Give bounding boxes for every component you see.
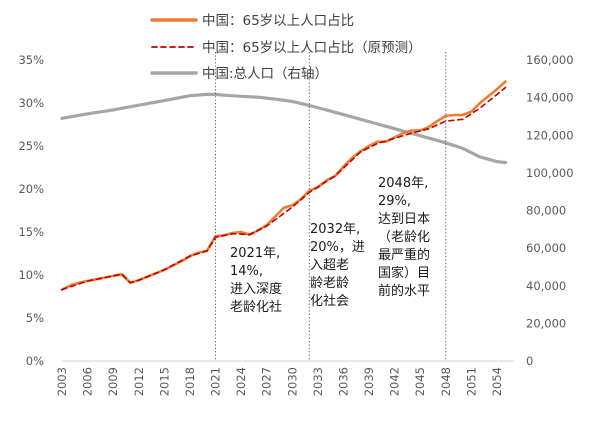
x-tick-label: 2003 bbox=[55, 367, 69, 396]
x-tick-label: 2048 bbox=[439, 367, 453, 396]
y-right-tick-label: 40,000 bbox=[526, 279, 566, 293]
annotation-line: （老龄化 bbox=[378, 230, 430, 245]
y-right-tick-label: 60,000 bbox=[526, 241, 566, 255]
annotation-line: 20%，进 bbox=[310, 240, 365, 255]
legend-label-2: 中国:总人口（右轴） bbox=[202, 66, 328, 82]
annotation-line: 龄老龄 bbox=[310, 276, 349, 291]
y-right-tick-label: 20,000 bbox=[526, 316, 566, 330]
annotation-line: 国家）目 bbox=[378, 265, 430, 281]
y-left-tick-label: 30% bbox=[18, 96, 44, 110]
series-line-2 bbox=[60, 92, 508, 165]
legend-label-1: 中国：65岁以上人口占比（原预测） bbox=[202, 40, 422, 56]
axes: 2003 2006 2009 2012 2015 2018 2021 2024 2027 2030… bbox=[18, 53, 573, 396]
x-tick-label: 2051 bbox=[464, 367, 478, 396]
x-tick-label: 2021 bbox=[209, 367, 223, 396]
x-tick-label: 2039 bbox=[362, 367, 376, 396]
y-left-tick-label: 0% bbox=[26, 354, 44, 368]
y-right-tick-label: 160,000 bbox=[526, 53, 574, 67]
x-tick-label: 2024 bbox=[234, 367, 248, 396]
x-tick-label: 2033 bbox=[311, 367, 325, 396]
y-left-tick-label: 20% bbox=[18, 182, 44, 196]
y-left-tick-label: 35% bbox=[18, 53, 44, 67]
annotation-line: 最严重的 bbox=[378, 247, 430, 263]
x-tick-label: 2009 bbox=[106, 367, 120, 396]
x-tick-label: 2027 bbox=[260, 367, 274, 396]
annotation-line: 2032年, bbox=[310, 222, 360, 237]
y-left-tick-label: 5% bbox=[26, 311, 44, 325]
x-tick-label: 2036 bbox=[336, 367, 350, 396]
annotation-line: 2021年, bbox=[230, 246, 280, 261]
y-right-tick-label: 100,000 bbox=[526, 166, 574, 180]
annotation-line: 前的水平 bbox=[378, 283, 430, 299]
y-right-tick-label: 140,000 bbox=[526, 91, 574, 105]
annotation-line: 29%, bbox=[378, 194, 411, 209]
y-right-tick-label: 80,000 bbox=[526, 204, 566, 218]
annotation-2032: 2032年, 20%，进入超老龄老龄化社会 bbox=[310, 222, 365, 309]
x-tick-label: 2018 bbox=[183, 367, 197, 396]
y-left-tick-label: 25% bbox=[18, 139, 44, 153]
annotation-2021: 2021年, 14%, 进入深度老龄化社 bbox=[230, 246, 282, 315]
y-left-tick-label: 10% bbox=[18, 268, 44, 282]
annotation-2048: 2048年, 29%, 达到日本 （老龄化最严重的国家）目前的水平 bbox=[378, 176, 430, 299]
legend-label-0: 中国：65岁以上人口占比 bbox=[202, 13, 354, 29]
vertical-markers bbox=[215, 52, 447, 361]
y-left-tick-label: 15% bbox=[18, 225, 44, 239]
x-tick-label: 2012 bbox=[132, 367, 146, 396]
x-tick-label: 2015 bbox=[157, 367, 171, 396]
y-right-tick-label: 120,000 bbox=[526, 128, 574, 142]
x-tick-label: 2042 bbox=[388, 367, 402, 396]
annotation-line: 入超老 bbox=[310, 258, 349, 273]
annotation-line: 达到日本 bbox=[378, 212, 430, 227]
x-tick-label: 2006 bbox=[81, 367, 95, 396]
x-tick-label: 2054 bbox=[490, 367, 504, 396]
annotation-line: 14%, bbox=[230, 264, 263, 279]
y-right-tick-label: 0 bbox=[526, 354, 533, 368]
annotation-line: 化社会 bbox=[310, 293, 349, 309]
series-line-1 bbox=[61, 86, 507, 291]
series-line-0 bbox=[60, 80, 507, 291]
annotation-line: 进入深度 bbox=[230, 281, 282, 297]
x-tick-label: 2030 bbox=[285, 367, 299, 396]
x-tick-label: 2045 bbox=[413, 367, 427, 396]
annotation-line: 老龄化社 bbox=[230, 299, 282, 315]
annotation-line: 2048年, bbox=[378, 176, 428, 191]
series-layer bbox=[60, 80, 508, 291]
